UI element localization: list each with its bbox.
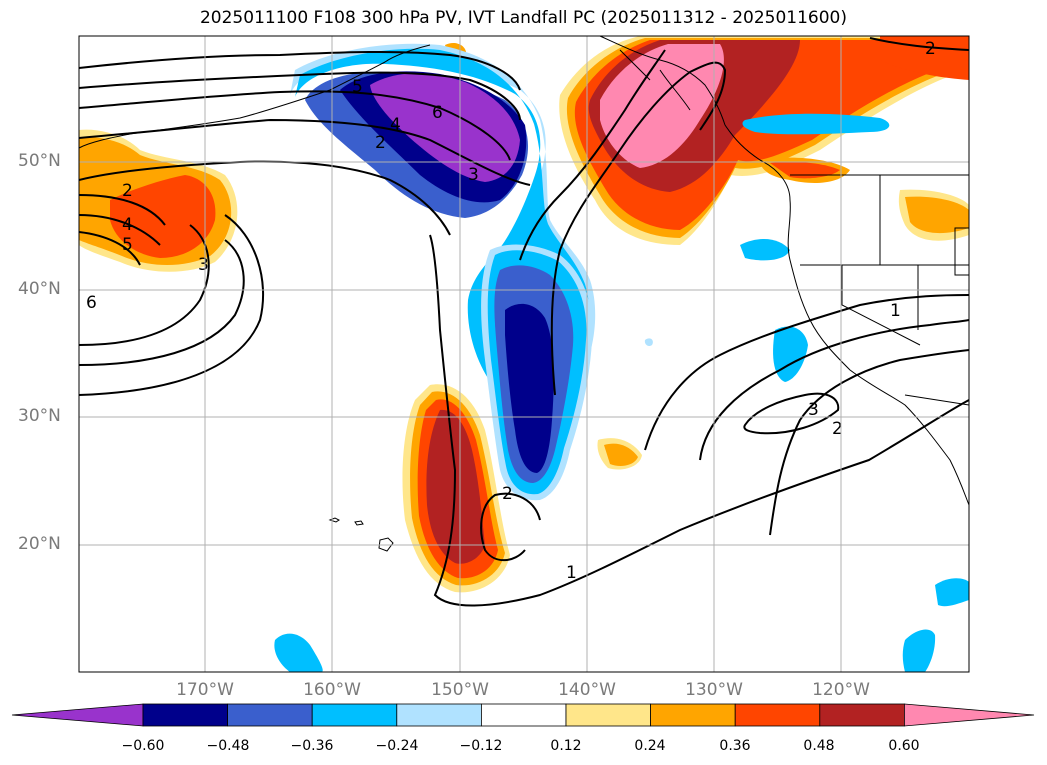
colorbar [11, 703, 1035, 727]
colorbar-tick-label: 0.36 [719, 738, 751, 754]
colorbar-swatch [565, 703, 651, 727]
colorbar-swatch [142, 703, 228, 727]
contour-label: 2 [375, 133, 386, 153]
colorbar-swatch [650, 703, 736, 727]
contour-label: 1 [890, 301, 901, 321]
lat-label: 30°N [18, 406, 61, 426]
contour-label: 2 [502, 484, 513, 504]
positive-shading [79, 36, 969, 593]
colorbar-swatch [227, 703, 313, 727]
colorbar-tick-label: −0.12 [459, 738, 503, 754]
colorbar-tick-label: −0.24 [375, 738, 419, 754]
lon-label: 120°W [812, 680, 870, 700]
colorbar-swatch [396, 703, 482, 727]
lon-label: 130°W [685, 680, 743, 700]
contour-label: 2 [925, 39, 936, 59]
contour-label: 4 [390, 115, 401, 135]
colorbar-tick-label: −0.48 [206, 738, 250, 754]
contour-label: 4 [122, 215, 133, 235]
map-title: 2025011100 F108 300 hPa PV, IVT Landfall… [199, 8, 847, 28]
colorbar-tick-label: −0.36 [290, 738, 334, 754]
gridlines [79, 36, 969, 672]
lat-label: 40°N [18, 279, 61, 299]
colorbar-extend-right [904, 703, 1035, 727]
lat-label: 50°N [18, 151, 61, 171]
colorbar-swatch [819, 703, 905, 727]
lat-label: 20°N [18, 534, 61, 554]
contour-label: 5 [122, 235, 133, 255]
lon-label: 160°W [303, 680, 361, 700]
negative-shading [274, 43, 969, 672]
colorbar-tick-label: 0.24 [634, 738, 666, 754]
lon-label: 150°W [431, 680, 489, 700]
colorbar-tick-label: 0.60 [888, 738, 920, 754]
contour-label: 3 [468, 165, 479, 185]
contour-label: 2 [832, 419, 843, 439]
lon-label: 170°W [176, 680, 234, 700]
contour-labels: 1 1 2 2 2 2 2 3 3 3 4 4 5 5 6 6 [86, 39, 936, 583]
colorbar-swatch [311, 703, 398, 727]
contour-label: 3 [808, 400, 819, 420]
colorbar-extend-left [11, 703, 144, 727]
contour-label: 6 [86, 293, 97, 313]
lon-label: 140°W [558, 680, 616, 700]
colorbar-swatch [480, 703, 567, 727]
colorbar-tick-label: 0.48 [803, 738, 835, 754]
contour-label: 1 [566, 563, 577, 583]
map-plot-area: 1 1 2 2 2 2 2 3 3 3 4 4 5 5 6 6 [79, 36, 969, 672]
contour-label: 5 [352, 77, 363, 97]
contour-label: 3 [198, 255, 209, 275]
contour-label: 6 [432, 103, 443, 123]
contour-label: 2 [122, 181, 133, 201]
colorbar-swatch [734, 703, 821, 727]
map-frame [78, 35, 970, 673]
colorbar-tick-label: −0.60 [121, 738, 165, 754]
colorbar-tick-label: 0.12 [550, 738, 582, 754]
